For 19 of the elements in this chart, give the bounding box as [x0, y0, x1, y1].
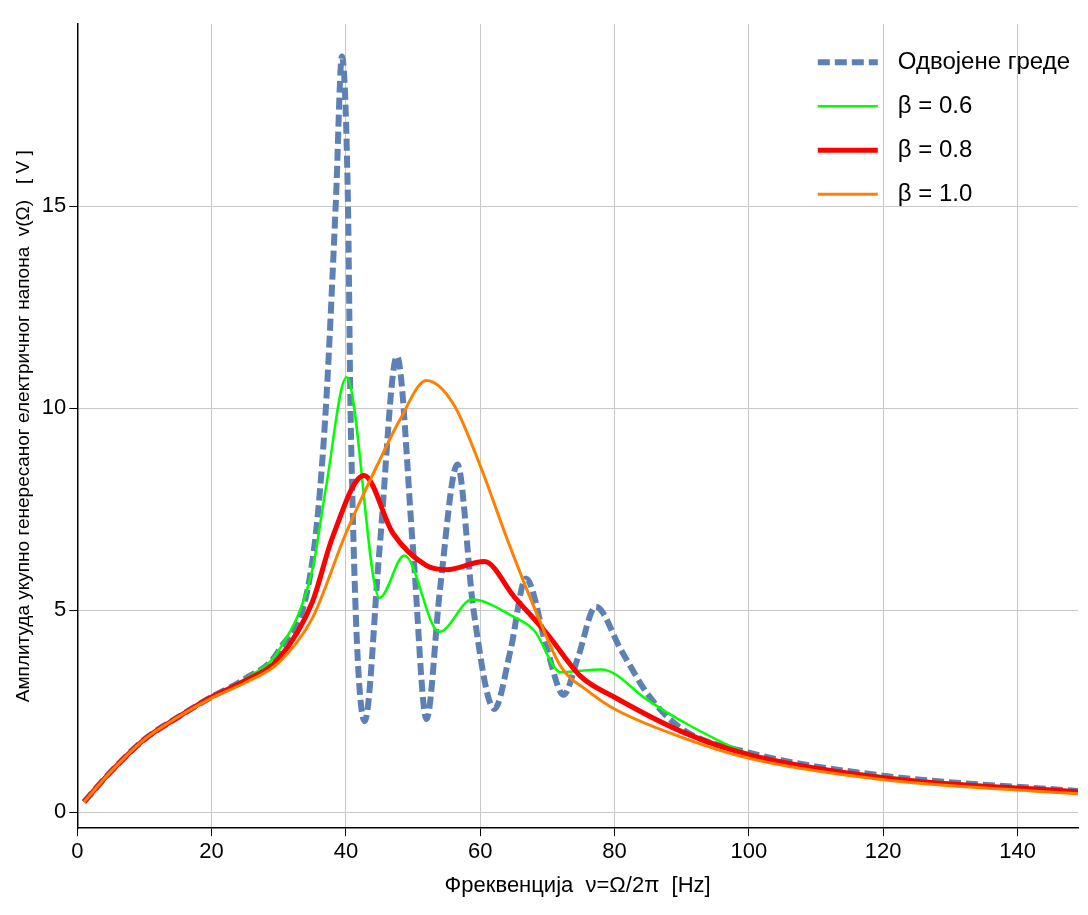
- legend-label: β = 0.8: [897, 134, 973, 162]
- legend-label: β = 1.0: [897, 178, 973, 206]
- x-tick-label: 0: [71, 838, 84, 864]
- y-tick-label: 5: [54, 596, 67, 622]
- x-tick-label: 100: [730, 838, 768, 864]
- x-tick-label: 20: [199, 838, 224, 864]
- line-series: [82, 379, 1078, 804]
- y-tick-label: 0: [54, 798, 67, 824]
- legend-label: Одвојене греде: [897, 46, 1071, 74]
- x-tick-label: 60: [468, 838, 493, 864]
- x-tick-label: 80: [602, 838, 627, 864]
- x-axis-title: Фреквенција ν=Ω/2π [Hz]: [444, 871, 711, 897]
- y-tick-label: 15: [41, 192, 67, 218]
- y-tick-label: 10: [41, 394, 67, 420]
- legend-label: β = 0.6: [897, 90, 973, 118]
- x-tick-label: 40: [333, 838, 359, 864]
- x-tick-label: 140: [999, 838, 1036, 864]
- y-axis-title: Амплитуда укупно генересаног електричног напона v(Ω) [ V ]: [11, 150, 33, 703]
- x-tick-label: 120: [864, 838, 902, 864]
